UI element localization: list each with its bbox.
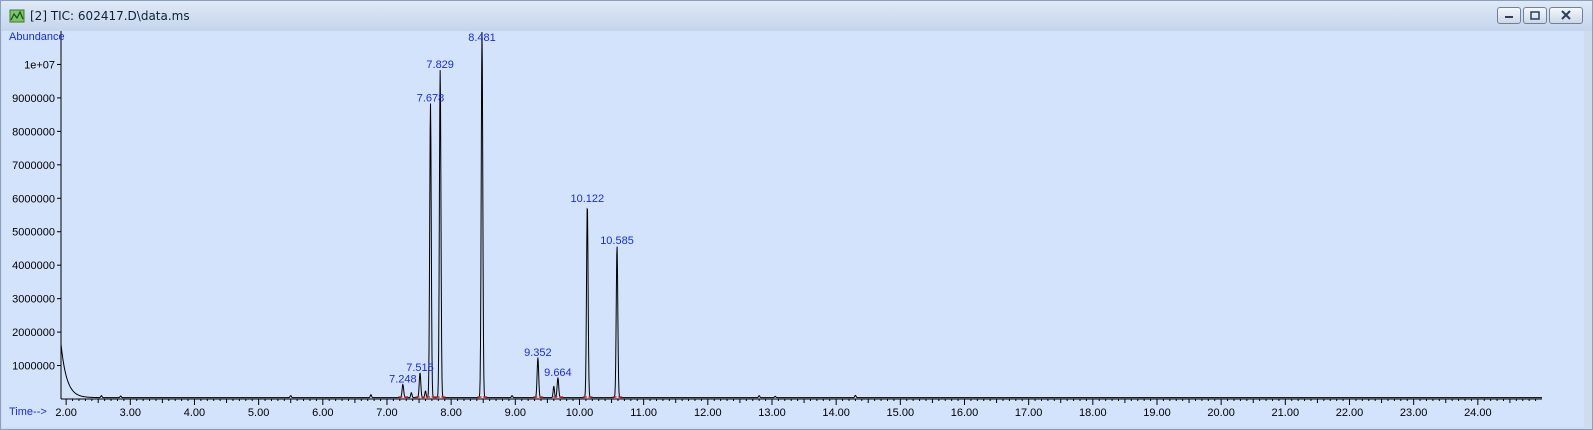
y-tick-label: 3000000 [12,294,55,306]
chromatogram-icon [9,9,25,23]
x-tick-label: 5.00 [248,407,269,419]
y-tick-label: 6000000 [12,193,55,205]
minimize-button[interactable] [1497,7,1521,24]
peak-label: 7.248 [389,374,417,386]
restore-button[interactable] [1523,7,1547,24]
x-axis-label: Time--> [9,406,47,418]
x-tick-label: 19.00 [1143,407,1171,419]
x-tick-label: 14.00 [822,407,850,419]
y-axis-ticks: 1000000 2000000 3000000 4000000 5000000 60000… [12,59,61,373]
tic-trace [60,31,1542,399]
x-tick-label: 22.00 [1336,407,1364,419]
plot-background [2,31,1584,427]
x-tick-label: 18.00 [1079,407,1107,419]
y-tick-label: 5000000 [12,227,55,239]
minimize-icon [1505,16,1513,18]
x-tick-label: 15.00 [887,407,915,419]
x-tick-label: 3.00 [120,407,141,419]
y-tick-label: 2000000 [12,327,55,339]
x-tick-label: 16.00 [951,407,979,419]
window-title: [2] TIC: 602417.D\data.ms [30,9,190,23]
x-tick-label: 20.00 [1207,407,1235,419]
peak-label: 7.678 [417,93,445,105]
peak-label: 7.829 [426,59,454,71]
x-tick-label: 24.00 [1464,407,1492,419]
close-button[interactable] [1549,7,1583,24]
peak-label: 7.515 [406,362,434,374]
x-tick-label: 11.00 [630,407,657,419]
y-tick-label: 9000000 [12,93,55,105]
x-tick-label: 12.00 [694,407,722,419]
x-tick-label: 7.00 [376,407,397,419]
chromatogram-plot[interactable]: 1000000 2000000 3000000 4000000 5000000 60000… [2,31,1584,427]
y-tick-label: 8000000 [12,126,55,138]
x-tick-label: 21.00 [1272,407,1300,419]
x-tick-label: 10.00 [566,407,594,419]
x-tick-label: 13.00 [758,407,786,419]
x-tick-label: 9.00 [505,407,526,419]
x-tick-label: 6.00 [312,407,333,419]
y-tick-label: 1e+07 [24,59,55,71]
y-tick-label: 4000000 [12,260,55,272]
x-axis-ticks: 2.00 3.00 4.00 5.00 6.00 7.00 8.00 9.00 10.00 11.… [55,399,1537,419]
y-axis-label: Abundance [9,31,65,43]
peak-label: 9.664 [544,367,572,379]
x-tick-label: 4.00 [184,407,205,419]
title-bar[interactable]: [2] TIC: 602417.D\data.ms [1,1,1592,31]
x-tick-label: 2.00 [55,407,76,419]
x-tick-label: 8.00 [440,407,461,419]
peak-label: 10.122 [570,193,604,205]
peak-label: 8.481 [468,32,496,44]
peak-label: 9.352 [524,347,552,359]
x-tick-label: 23.00 [1400,407,1428,419]
close-icon [1561,10,1571,20]
y-tick-label: 7000000 [12,160,55,172]
peak-label: 10.585 [600,235,634,247]
restore-icon [1530,11,1540,20]
y-tick-label: 1000000 [12,361,55,373]
x-tick-label: 17.00 [1015,407,1043,419]
